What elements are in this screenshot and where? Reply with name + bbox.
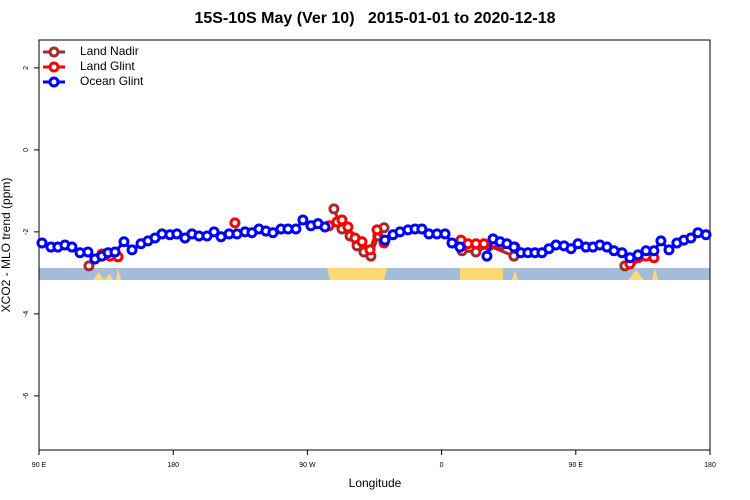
land-patch [327,268,387,280]
land-patch [512,270,518,280]
point [508,241,520,253]
x-tick-label: 0 [440,462,444,469]
point [356,236,368,248]
series [36,214,712,265]
point [290,223,302,235]
y-axis-label: XCO2 - MLO trend (ppm) [0,178,13,313]
y-tick-label: -4 [23,311,30,317]
y-tick-label: -2 [23,229,30,235]
point [379,234,391,246]
point [632,249,644,261]
land-patch [460,268,503,280]
x-tick-label: 90 W [299,462,316,469]
land-patch [93,272,113,280]
legend-label: Ocean Glint [80,74,144,88]
point [208,226,220,238]
legend-marker [48,76,60,88]
point [82,246,94,258]
point [336,214,348,226]
point [700,229,712,241]
point [648,245,660,257]
point [565,243,577,255]
point [83,260,95,272]
chart-title: 15S-10S May (Ver 10) 2015-01-01 to 2020-… [194,10,555,27]
point [328,203,340,215]
legend-label: Land Nadir [80,44,139,58]
point [118,236,130,248]
legend-marker [48,61,60,73]
point [481,250,493,262]
point [371,224,383,236]
land-patch [652,268,658,280]
x-tick-label: 180 [167,462,179,469]
point [616,247,628,259]
y-tick-label: -6 [23,393,30,399]
point [655,235,667,247]
point [319,221,331,233]
point [109,246,121,258]
point [454,241,466,253]
x-tick-label: 90 E [32,462,47,469]
x-tick-label: 180 [704,462,716,469]
y-tick-label: 0 [23,148,30,152]
land-patch [628,270,644,280]
point [66,241,78,253]
point [446,237,458,249]
point [685,232,697,244]
land-patch [116,268,121,280]
point [36,237,48,249]
point [439,228,451,240]
point [229,217,241,229]
legend-label: Land Glint [80,59,135,73]
point [297,214,309,226]
land-ocean-mask [39,268,710,280]
point [478,238,490,250]
point [416,223,428,235]
point [663,244,675,256]
legend-marker [48,46,60,58]
x-tick-label: 90 E [569,462,584,469]
point [126,244,138,256]
y-tick-label: 2 [23,66,30,70]
x-axis-label: Longitude [349,476,402,490]
point [364,244,376,256]
point [342,221,354,233]
point [171,228,183,240]
